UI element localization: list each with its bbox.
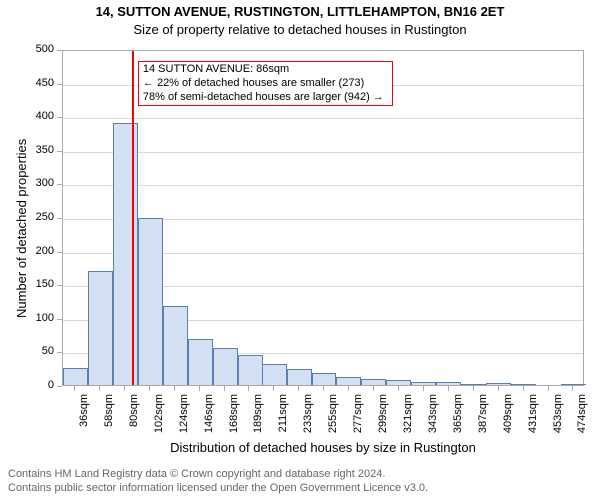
y-tick	[57, 117, 62, 118]
histogram-bar	[287, 369, 312, 385]
x-tick	[398, 386, 399, 391]
chart-subtitle: Size of property relative to detached ho…	[0, 22, 600, 37]
x-tick	[124, 386, 125, 391]
footer-line-1: Contains HM Land Registry data © Crown c…	[8, 468, 385, 480]
x-tick	[323, 386, 324, 391]
gridline	[63, 118, 583, 119]
x-tick-label: 146sqm	[203, 394, 215, 444]
x-tick-label: 58sqm	[103, 394, 115, 444]
x-tick-label: 387sqm	[477, 394, 489, 444]
x-tick	[224, 386, 225, 391]
x-tick-label: 343sqm	[427, 394, 439, 444]
x-tick-label: 299sqm	[377, 394, 389, 444]
x-tick-label: 80sqm	[128, 394, 140, 444]
y-tick-label: 0	[24, 379, 54, 391]
histogram-bar	[486, 383, 511, 385]
gridline	[63, 185, 583, 186]
y-tick	[57, 386, 62, 387]
x-tick	[298, 386, 299, 391]
histogram-bar	[361, 379, 386, 385]
histogram-bar	[461, 384, 486, 385]
annotation-line: ← 22% of detached houses are smaller (27…	[143, 77, 388, 91]
histogram-bar	[511, 384, 536, 385]
x-tick	[273, 386, 274, 391]
x-tick	[348, 386, 349, 391]
x-tick-label: 431sqm	[527, 394, 539, 444]
x-tick-label: 36sqm	[78, 394, 90, 444]
y-tick	[57, 352, 62, 353]
histogram-bar	[312, 373, 337, 385]
x-tick	[248, 386, 249, 391]
y-tick	[57, 151, 62, 152]
x-tick-label: 102sqm	[153, 394, 165, 444]
x-tick	[523, 386, 524, 391]
histogram-bar	[386, 380, 411, 385]
x-tick-label: 211sqm	[277, 394, 289, 444]
x-tick-label: 233sqm	[302, 394, 314, 444]
histogram-bar	[262, 364, 287, 386]
annotation-box: 14 SUTTON AVENUE: 86sqm← 22% of detached…	[138, 61, 393, 106]
histogram-bar	[163, 306, 188, 385]
histogram-bar	[336, 377, 361, 385]
y-tick-label: 250	[24, 211, 54, 223]
x-tick	[174, 386, 175, 391]
y-tick-label: 200	[24, 245, 54, 257]
y-tick	[57, 319, 62, 320]
histogram-bar	[138, 218, 163, 385]
plot-area: 14 SUTTON AVENUE: 86sqm← 22% of detached…	[62, 50, 584, 386]
histogram-bar	[213, 348, 238, 385]
x-tick-label: 124sqm	[178, 394, 190, 444]
y-tick-label: 50	[24, 345, 54, 357]
x-tick-label: 189sqm	[252, 394, 264, 444]
x-tick-label: 474sqm	[576, 394, 588, 444]
x-tick	[548, 386, 549, 391]
x-tick	[473, 386, 474, 391]
y-tick	[57, 50, 62, 51]
y-tick-label: 150	[24, 278, 54, 290]
x-tick	[149, 386, 150, 391]
histogram-bar	[436, 382, 461, 385]
x-tick-label: 321sqm	[402, 394, 414, 444]
chart-title: 14, SUTTON AVENUE, RUSTINGTON, LITTLEHAM…	[0, 4, 600, 19]
footer-line-2: Contains public sector information licen…	[8, 482, 428, 494]
y-tick-label: 400	[24, 110, 54, 122]
x-tick-label: 365sqm	[452, 394, 464, 444]
x-tick-label: 277sqm	[352, 394, 364, 444]
y-tick	[57, 184, 62, 185]
x-tick	[199, 386, 200, 391]
y-axis-title: Number of detached properties	[14, 139, 29, 318]
reference-line	[132, 51, 134, 385]
y-tick-label: 100	[24, 312, 54, 324]
x-tick	[448, 386, 449, 391]
gridline	[63, 152, 583, 153]
annotation-line: 14 SUTTON AVENUE: 86sqm	[143, 63, 388, 77]
x-tick-label: 255sqm	[327, 394, 339, 444]
y-tick	[57, 218, 62, 219]
x-tick-label: 409sqm	[502, 394, 514, 444]
x-tick	[99, 386, 100, 391]
y-tick	[57, 252, 62, 253]
y-tick-label: 500	[24, 43, 54, 55]
histogram-bar	[238, 355, 263, 385]
x-tick	[373, 386, 374, 391]
histogram-bar	[411, 382, 436, 385]
y-tick	[57, 84, 62, 85]
histogram-bar	[561, 384, 586, 385]
annotation-line: 78% of semi-detached houses are larger (…	[143, 91, 388, 105]
y-tick-label: 450	[24, 77, 54, 89]
x-tick	[572, 386, 573, 391]
y-tick-label: 300	[24, 177, 54, 189]
x-tick	[498, 386, 499, 391]
x-tick-label: 453sqm	[552, 394, 564, 444]
x-tick-label: 168sqm	[228, 394, 240, 444]
y-tick-label: 350	[24, 144, 54, 156]
x-tick	[74, 386, 75, 391]
y-tick	[57, 285, 62, 286]
x-tick	[423, 386, 424, 391]
histogram-bar	[63, 368, 88, 385]
histogram-bar	[188, 339, 213, 385]
histogram-bar	[88, 271, 113, 385]
